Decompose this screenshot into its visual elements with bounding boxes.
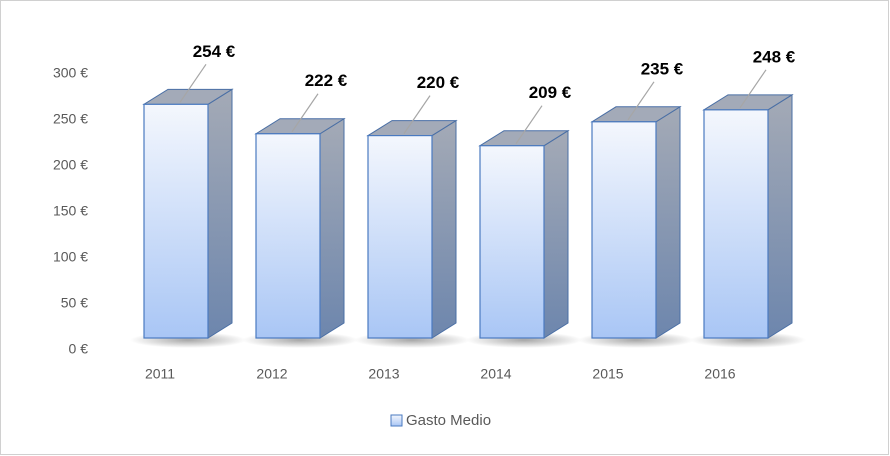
bar xyxy=(143,103,209,339)
bar-side xyxy=(543,129,569,339)
bar-side xyxy=(431,119,457,339)
leader-line xyxy=(515,105,543,145)
legend-label: Gasto Medio xyxy=(406,412,491,429)
x-tick-label: 2013 xyxy=(368,366,399,382)
bar xyxy=(703,109,769,339)
y-tick-label: 0 € xyxy=(69,341,89,357)
bar-side xyxy=(207,88,233,339)
leader-line xyxy=(403,95,431,134)
bar xyxy=(591,121,657,339)
y-tick-label: 100 € xyxy=(53,249,88,265)
value-label: 235 € xyxy=(641,59,684,78)
x-tick-label: 2015 xyxy=(592,366,623,382)
y-tick-label: 250 € xyxy=(53,111,88,127)
leader-line xyxy=(627,81,655,121)
legend-swatch xyxy=(390,414,403,427)
leader-line xyxy=(179,63,207,103)
value-label: 248 € xyxy=(753,47,796,66)
bar xyxy=(255,133,321,339)
bar-side xyxy=(319,117,345,339)
value-label: 222 € xyxy=(305,71,348,90)
leader-line xyxy=(739,69,767,109)
value-label: 220 € xyxy=(417,73,460,92)
bar xyxy=(479,145,545,339)
bar xyxy=(367,135,433,339)
value-label: 209 € xyxy=(529,83,572,102)
x-tick-label: 2012 xyxy=(256,366,287,382)
y-tick-label: 200 € xyxy=(53,157,88,173)
x-tick-label: 2016 xyxy=(704,366,735,382)
y-tick-label: 300 € xyxy=(53,65,88,81)
x-tick-label: 2014 xyxy=(480,366,511,382)
value-label: 254 € xyxy=(193,42,236,61)
y-tick-label: 150 € xyxy=(53,203,88,219)
x-tick-label: 2011 xyxy=(145,366,175,382)
bar-side xyxy=(767,93,793,339)
leader-line xyxy=(291,93,319,133)
y-tick-label: 50 € xyxy=(61,295,88,311)
bar-side xyxy=(655,105,681,339)
